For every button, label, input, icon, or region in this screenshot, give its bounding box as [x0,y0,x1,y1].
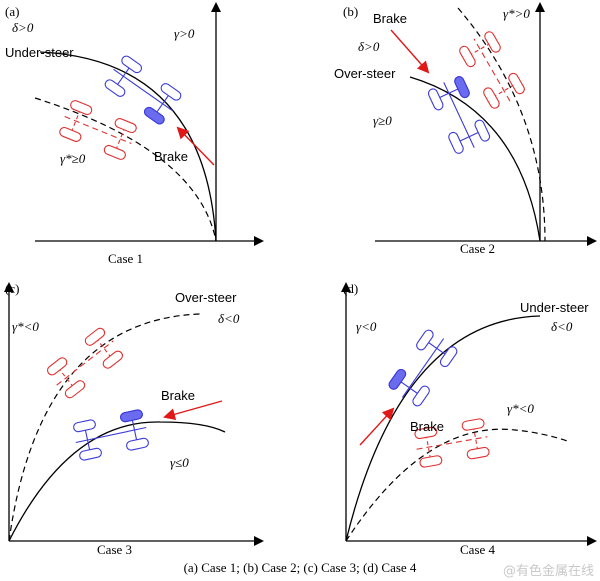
panel-b-braked-wheel [454,76,470,99]
panel-c-desired-vehicle [44,325,126,401]
panel-d-desired-path [345,428,571,542]
panel-c: (c) γ*<0 Over-steer δ<0 Brake γ≤0 Case 3 [3,281,264,557]
panel-b-steer: Over-steer [334,66,396,81]
panel-a-actual-path [39,51,217,242]
panel-d-braked-wheel [388,368,407,390]
panel-a-braked-wheel [143,106,165,125]
panel-a-actual-vehicle [102,53,184,127]
panel-a-case: Case 1 [108,251,143,266]
panel-b-actual-path [409,76,541,242]
panel-b-case: Case 2 [460,241,495,256]
panel-c-braked-wheel [120,409,143,423]
panel-a: (a) δ>0 Under-steer γ>0 γ*≥0 Brake Case … [5,2,264,266]
panel-d: (d) Under-steer δ<0 γ<0 Brake γ*<0 Case … [341,281,597,557]
panel-a-gamma: γ>0 [174,26,195,41]
panel-b-gamma-star: γ*>0 [503,6,530,21]
panel-c-label: (c) [5,281,19,296]
panel-c-delta: δ<0 [218,311,240,326]
panel-c-gamma-star: γ*<0 [12,319,39,334]
figure-caption: (a) Case 1; (b) Case 2; (c) Case 3; (d) … [184,560,417,575]
panel-d-gamma-star: γ*<0 [507,401,534,416]
panel-b-brake-arrow [390,29,430,74]
panel-a-gamma-star: γ*≥0 [60,151,86,166]
panel-b-delta: δ>0 [358,39,380,54]
panel-c-case: Case 3 [97,542,132,557]
panel-a-brake-arrow [176,126,215,166]
watermark: @有色金属在线 [503,563,594,579]
panel-c-brake: Brake [161,388,195,403]
panel-a-label: (a) [5,4,19,19]
panel-b-desired-path [457,7,546,242]
panel-a-steer: Under-steer [5,45,74,60]
panel-c-steer: Over-steer [175,290,237,305]
panel-d-actual-path [345,315,541,542]
panel-b-label: (b) [343,4,358,19]
panel-d-brake-arrow [359,407,395,446]
panel-c-desired-path [8,313,201,542]
panel-c-gamma: γ≤0 [170,455,189,470]
panel-b-gamma: γ≥0 [373,113,392,128]
panel-c-brake-arrow [163,400,223,421]
panel-d-case: Case 4 [460,542,496,557]
panel-d-delta: δ<0 [551,319,573,334]
panel-a-delta: δ>0 [12,20,34,35]
panel-d-steer: Under-steer [520,300,589,315]
panel-a-brake: Brake [154,149,188,164]
panel-d-brake: Brake [410,419,444,434]
panel-c-actual-path [8,421,226,542]
panel-d-gamma: γ<0 [356,319,377,334]
panel-b: (b) Brake γ*>0 δ>0 Over-steer γ≥0 Case 2 [334,2,597,256]
panel-d-actual-vehicle [386,327,460,409]
panel-b-desired-vehicle [456,28,528,112]
panel-a-desired-path [34,97,217,242]
panel-b-brake: Brake [373,11,407,26]
panel-d-label: (d) [343,281,358,296]
